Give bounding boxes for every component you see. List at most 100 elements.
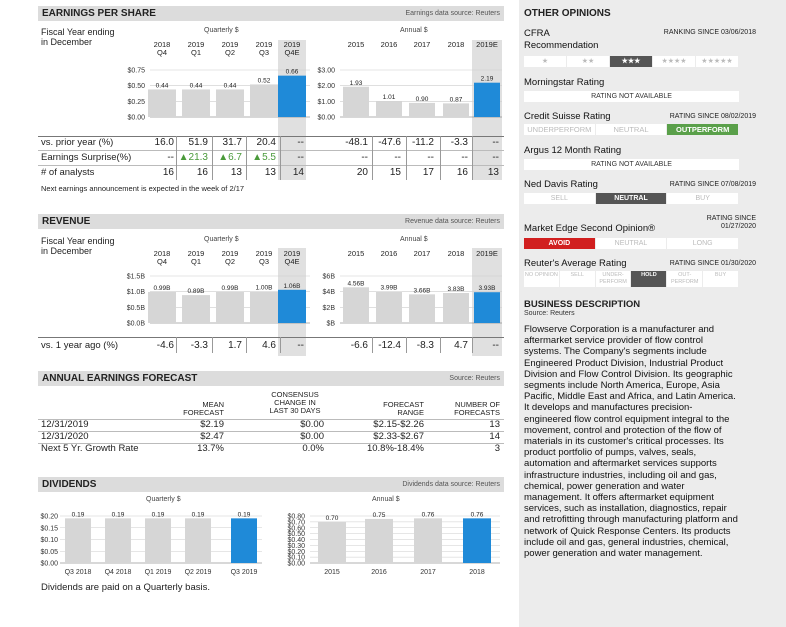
div-a-axis-label: $0.70	[287, 519, 305, 526]
annual-cell: -11.2	[411, 137, 434, 148]
opinions-title: OTHER OPINIONS	[524, 8, 611, 19]
revenue-section-header: REVENUE Revenue data source: Reuters	[38, 214, 504, 229]
div-q-bar	[105, 518, 131, 563]
year-header: 2019E	[476, 40, 498, 49]
eps-q-axis-label: $0.50	[127, 83, 145, 90]
quarter-cell: ▲21.3	[178, 152, 208, 163]
quarter-cell: 16.0	[154, 137, 174, 148]
quarter-cell: 14	[292, 167, 304, 178]
rev-q-axis-label: $0.0B	[127, 321, 146, 328]
business-description: Flowserve Corporation is a manufacturer …	[524, 324, 738, 560]
eps-a-axis-label: $2.00	[317, 83, 335, 90]
div-q-bar	[65, 518, 91, 563]
div-a-axis-label: $0.50	[287, 531, 305, 538]
eps-quarterly-label: Quarterly $	[204, 27, 239, 34]
rev-a-data-label: 3.99B	[381, 285, 398, 292]
eps-a-data-label: 1.93	[350, 80, 363, 87]
quarter-cell: --	[297, 137, 304, 148]
eps-q-data-label: 0.66	[286, 69, 299, 76]
eps-a-data-label: 0.87	[450, 96, 463, 103]
rev-a-data-label: 3.83B	[448, 286, 465, 293]
forecast-num: 13	[489, 419, 500, 430]
rev-a-bar	[474, 292, 500, 323]
quarter-cell: ▲5.5	[252, 152, 276, 163]
rev-q-axis-label: $1.5B	[127, 274, 146, 281]
eps-q-bar	[278, 75, 306, 117]
forecast-col-mean: MEAN FORECAST	[183, 400, 224, 417]
div-a-axis-label: $0.60	[287, 525, 305, 532]
rating-scale-item: LONG	[667, 238, 739, 249]
div-q-bar	[145, 518, 171, 563]
reuters-scale: NO OPINION SELL UNDER-PERFORM HOLD OUT-PERFO…	[524, 271, 739, 287]
row-separator	[280, 136, 281, 180]
annual-cell: -6.6	[350, 340, 368, 351]
eps-annual-label: Annual $	[400, 27, 428, 34]
div-a-data-label: 0.76	[422, 511, 435, 518]
rating-scale-item: NEUTRAL	[595, 238, 667, 249]
row-separator	[406, 337, 407, 353]
eps-a-axis-label: $0.00	[317, 115, 335, 122]
forecast-range: $2.15-$2.26	[373, 419, 424, 430]
quarter-header: 2018 Q4	[153, 40, 171, 57]
rating-scale-item: ★★★★	[653, 56, 695, 67]
annual-cell: -8.3	[416, 340, 434, 351]
rev-q-data-label: 0.99B	[222, 285, 239, 292]
annual-cell: --	[492, 340, 499, 351]
eps-row-divider-1	[38, 150, 504, 151]
eps-a-bar	[376, 101, 402, 117]
quarter-cell: 13	[230, 167, 242, 178]
rev-q-data-label: 0.89B	[188, 288, 205, 295]
morningstar-not-available: RATING NOT AVAILABLE	[524, 91, 739, 102]
eps-source: Earnings data source: Reuters	[405, 10, 500, 17]
rating-scale-item: ★	[524, 56, 566, 67]
quarter-header: 2019 Q2	[221, 249, 239, 266]
quarter-header: 2019 Q3	[255, 40, 273, 57]
rev-vs-label: vs. 1 year ago (%)	[41, 340, 119, 351]
ned-davis-scale: SELL NEUTRAL BUY	[524, 193, 739, 204]
annual-cell: --	[394, 152, 401, 163]
quarter-cell: -3.3	[190, 340, 208, 351]
market-edge-since-2: 01/27/2020	[720, 223, 756, 230]
quarter-header: 2018 Q4	[153, 249, 171, 266]
div-q-axis-label: $0.10	[40, 537, 58, 544]
eps-a-bar	[443, 103, 469, 117]
eps-a-axis-label: $1.00	[317, 99, 335, 106]
forecast-range: 10.8%-18.4%	[366, 443, 424, 454]
row-separator	[176, 337, 177, 353]
eps-a-data-label: 0.90	[416, 96, 429, 103]
row-separator	[372, 136, 373, 180]
quarter-cell: --	[297, 340, 304, 351]
div-q-data-label: 0.19	[112, 511, 125, 518]
ned-davis-label: Ned Davis Rating	[524, 179, 598, 190]
year-header: 2016	[380, 249, 398, 258]
year-header: 2019E	[476, 249, 498, 258]
market-edge-label: Market Edge Second Opinion®	[524, 223, 656, 234]
rev-q-data-label: 0.99B	[154, 285, 171, 292]
rev-q-bar	[278, 289, 306, 323]
div-annual-label: Annual $	[372, 496, 400, 503]
row-separator	[472, 136, 473, 180]
year-header: 2015	[347, 249, 365, 258]
rating-scale-item: SELL	[524, 193, 595, 204]
rating-scale-item: AVOID	[524, 238, 595, 249]
forecast-row-label: 12/31/2020	[41, 431, 89, 442]
div-a-axis-label: $0.10	[287, 555, 305, 562]
rating-scale-item: OUT-PERFORM	[667, 271, 703, 287]
forecast-num: 3	[494, 443, 500, 454]
business-title: BUSINESS DESCRIPTION	[524, 299, 641, 310]
dividends-title: DIVIDENDS	[42, 479, 97, 490]
div-a-category: 2017	[420, 569, 436, 576]
forecast-mean: 13.7%	[197, 443, 224, 454]
rev-q-axis-label: $0.5B	[127, 305, 146, 312]
annual-cell: 17	[422, 167, 434, 178]
div-a-bar	[414, 518, 442, 563]
forecast-row-divider	[38, 443, 504, 444]
credit-suisse-label: Credit Suisse Rating	[524, 111, 611, 122]
annual-cell: -47.6	[378, 137, 401, 148]
div-q-bar	[185, 518, 211, 563]
other-opinions-panel: OTHER OPINIONS CFRA Recommendation RANKI…	[519, 0, 786, 627]
eps-q-data-label: 0.44	[190, 82, 203, 89]
quarter-cell: --	[297, 152, 304, 163]
year-header: 2015	[347, 40, 365, 49]
